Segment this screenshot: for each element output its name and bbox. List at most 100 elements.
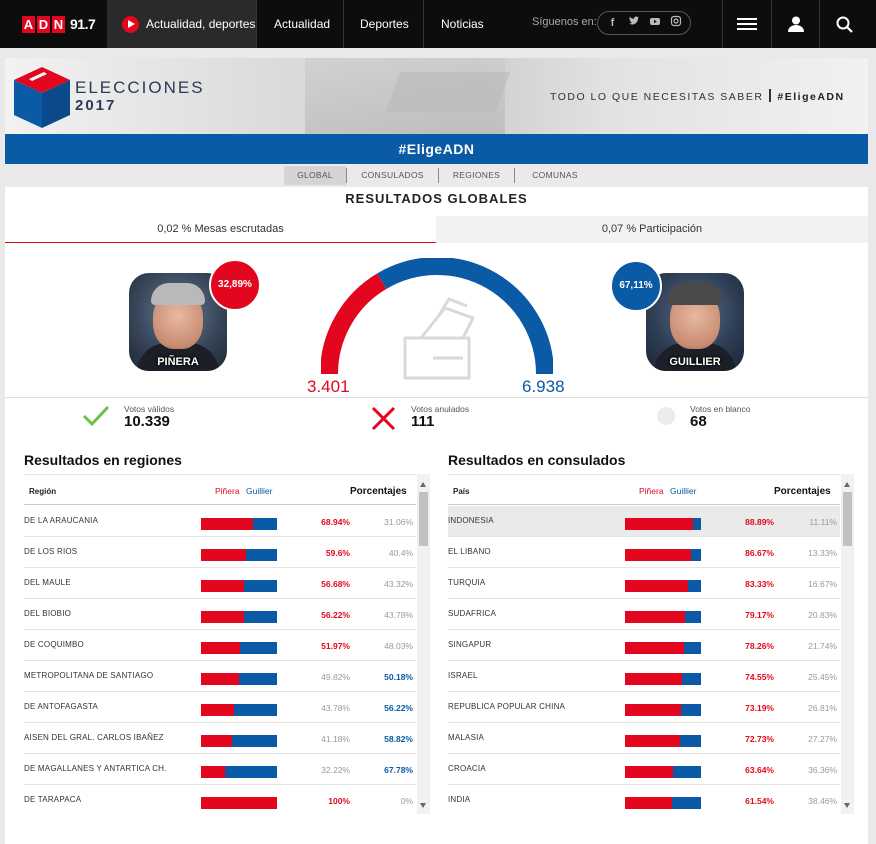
result-bar-pinera <box>201 580 245 592</box>
row-pct-pinera: 100% <box>328 796 350 806</box>
table-row: METROPOLITANA DE SANTIAGO 49.82% 50.18% <box>24 661 416 692</box>
col-region: Región <box>29 487 57 496</box>
participacion: 0,07 % Participación <box>436 216 868 243</box>
user-button[interactable] <box>772 0 820 48</box>
result-bar-pinera <box>201 766 226 778</box>
tab-comunas[interactable]: COMUNAS <box>532 170 578 180</box>
row-pct-pinera: 63.64% <box>745 765 774 775</box>
youtube-icon[interactable] <box>647 15 663 31</box>
nav-divider <box>423 0 424 48</box>
votos-blanco-label: Votos en blanco <box>690 404 751 414</box>
scroll-up-icon[interactable] <box>420 482 426 487</box>
scroll-down-icon[interactable] <box>420 803 426 808</box>
regions-title: Resultados en regiones <box>24 452 182 468</box>
gauge-arc-pinera <box>321 273 387 375</box>
tab-regiones[interactable]: REGIONES <box>452 170 501 180</box>
row-pct-pinera: 32.22% <box>321 765 350 775</box>
row-pct-guillier: 16.67% <box>808 579 837 589</box>
row-pct-pinera: 79.17% <box>745 610 774 620</box>
result-bar <box>625 797 701 809</box>
row-name: SINGAPUR <box>448 640 492 649</box>
result-bar-pinera <box>625 766 674 778</box>
blank-dot-icon <box>657 407 675 425</box>
live-label: Actualidad, deportes, n <box>146 17 256 31</box>
row-pct-pinera: 68.94% <box>321 517 350 527</box>
result-bar <box>201 797 277 809</box>
candidate-name-pinera: PIÑERA <box>157 356 199 368</box>
row-pct-pinera: 43.78% <box>321 703 350 713</box>
scroll-thumb[interactable] <box>843 492 852 546</box>
row-pct-pinera: 86.67% <box>745 548 774 558</box>
scroll-thumb[interactable] <box>419 492 428 546</box>
result-bar <box>625 580 701 592</box>
regions-scrollbar[interactable] <box>417 474 430 814</box>
live-radio-button[interactable]: Actualidad, deportes, n <box>107 0 256 48</box>
row-pct-guillier: 21.74% <box>808 641 837 651</box>
row-name: ISRAEL <box>448 671 478 680</box>
table-row: INDONESIA 88.89% 11.11% <box>448 506 840 537</box>
row-pct-pinera: 56.68% <box>321 579 350 589</box>
facebook-icon[interactable]: f <box>610 17 615 29</box>
result-bar <box>201 642 277 654</box>
result-bar <box>201 766 277 778</box>
adn-logo[interactable]: A D N 91.7 <box>22 14 96 34</box>
table-row: DE MAGALLANES Y ANTARTICA CH. 32.22% 67.78… <box>24 754 416 785</box>
row-name: DEL BIOBIO <box>24 609 72 618</box>
nav-link-deportes[interactable]: Deportes <box>360 17 409 31</box>
banner-slogan-hashtag: #EligeADN <box>777 91 845 103</box>
votos-validos-label: Votos válidos <box>124 404 175 414</box>
table-row: DEL BIOBIO 56.22% 43.78% <box>24 599 416 630</box>
table-row: DEL MAULE 56.68% 43.32% <box>24 568 416 599</box>
instagram-icon[interactable] <box>668 15 684 31</box>
result-bar <box>625 735 701 747</box>
result-bar-pinera <box>201 735 233 747</box>
votos-anulados-value: 111 <box>411 413 435 430</box>
result-bar <box>201 735 277 747</box>
nav-link-actualidad[interactable]: Actualidad <box>274 17 331 31</box>
row-name: AISEN DEL GRAL. CARLOS IBAÑEZ <box>24 733 164 742</box>
col-pinera: Piñera <box>215 486 240 496</box>
row-pct-guillier: 11.11% <box>809 517 837 527</box>
consulates-scrollbar[interactable] <box>841 474 854 814</box>
row-pct-guillier: 48.03% <box>384 641 413 651</box>
tab-global[interactable]: GLOBAL <box>284 166 346 185</box>
table-row: TURQUIA 83.33% 16.67% <box>448 568 840 599</box>
twitter-icon[interactable] <box>626 15 642 31</box>
user-icon <box>788 16 804 32</box>
votos-blanco-value: 68 <box>690 413 707 430</box>
row-name: INDONESIA <box>448 516 494 525</box>
results-tabs: GLOBAL CONSULADOS REGIONES COMUNAS <box>5 164 868 187</box>
row-pct-pinera: 74.55% <box>745 672 774 682</box>
hashtag-bar: #EligeADN <box>5 134 868 164</box>
row-pct-guillier: 36.36% <box>808 765 837 775</box>
row-pct-guillier: 58.82% <box>384 734 413 744</box>
menu-button[interactable] <box>723 0 771 48</box>
tab-consulados[interactable]: CONSULADOS <box>361 170 424 180</box>
nav-link-noticias[interactable]: Noticias <box>441 17 484 31</box>
row-pct-guillier: 26.81% <box>808 703 837 713</box>
regions-table-header: Región Piñera Guillier Porcentajes <box>24 474 416 505</box>
hamburger-icon <box>737 18 757 30</box>
scroll-down-icon[interactable] <box>844 803 850 808</box>
result-bar <box>201 673 277 685</box>
row-pct-guillier: 40.4% <box>388 548 413 558</box>
result-bar <box>201 518 277 530</box>
nav-divider <box>343 0 344 48</box>
row-pct-pinera: 88.89% <box>745 517 774 527</box>
row-name: DE TARAPACA <box>24 795 82 804</box>
follow-label: Síguenos en: <box>532 16 597 28</box>
votes-pinera: 3.401 <box>307 377 350 396</box>
tab-divider <box>346 168 347 183</box>
nav-divider <box>819 0 820 48</box>
search-button[interactable] <box>820 0 868 48</box>
consulates-title: Resultados en consulados <box>448 452 626 468</box>
result-bar-pinera <box>201 704 235 716</box>
result-bar-pinera <box>625 673 682 685</box>
scroll-up-icon[interactable] <box>844 482 850 487</box>
row-pct-guillier: 27.27% <box>808 734 837 744</box>
row-name: DE LOS RIOS <box>24 547 78 556</box>
col-pinera: Piñera <box>639 486 664 496</box>
result-bar <box>625 518 701 530</box>
row-pct-guillier: 20.83% <box>808 610 837 620</box>
search-icon <box>836 16 853 33</box>
